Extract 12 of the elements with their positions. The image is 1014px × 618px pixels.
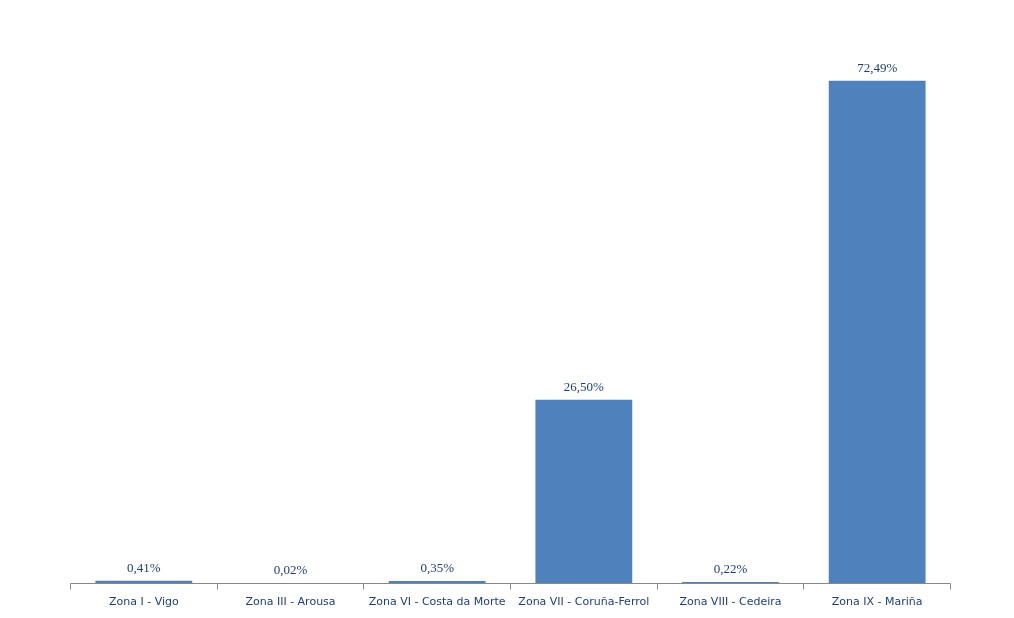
x-tick-label: Zona III - Arousa — [245, 594, 336, 608]
data-label: 0,35% — [420, 560, 455, 576]
data-label: 26,50% — [563, 378, 605, 394]
x-tick-label: Zona VIII - Cedeira — [679, 594, 782, 608]
x-tick-label: Zona VII - Coruña-Ferrol — [518, 594, 650, 608]
x-tick-label: Zona IX - Mariña — [831, 594, 923, 608]
x-tick-label: Zona I - Vigo — [108, 594, 179, 608]
x-tick-label: Zona VI - Costa da Morte — [368, 594, 506, 608]
data-label: 0,22% — [713, 560, 748, 576]
data-label: 0,02% — [273, 562, 308, 578]
data-label: 72,49% — [857, 59, 898, 75]
data-label: 0,41% — [127, 559, 161, 575]
